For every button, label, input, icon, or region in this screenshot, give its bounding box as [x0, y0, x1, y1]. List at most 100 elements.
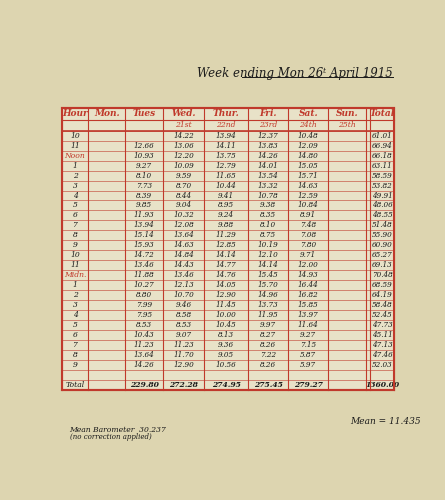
Text: 10.48: 10.48 [298, 132, 319, 140]
Text: 12.66: 12.66 [134, 142, 154, 150]
Text: 3: 3 [73, 301, 77, 309]
Text: 1: 1 [73, 281, 77, 289]
Text: 8.26: 8.26 [260, 341, 276, 349]
Text: 8.95: 8.95 [218, 202, 234, 209]
Text: 10.44: 10.44 [216, 182, 236, 190]
Text: 9.27: 9.27 [136, 162, 152, 170]
Text: 2: 2 [73, 291, 77, 299]
Text: 13.64: 13.64 [173, 232, 194, 239]
Text: 7.99: 7.99 [136, 301, 152, 309]
Text: 13.94: 13.94 [134, 222, 154, 230]
Bar [62, 108, 394, 390]
Text: 9.05: 9.05 [218, 350, 234, 358]
Text: 12.08: 12.08 [173, 222, 194, 230]
Text: 64.19: 64.19 [372, 291, 392, 299]
Text: Noon: Noon [65, 152, 85, 160]
Text: 275.45: 275.45 [254, 380, 283, 388]
Text: 13.06: 13.06 [173, 142, 194, 150]
Text: 15.05: 15.05 [298, 162, 319, 170]
Text: 8.39: 8.39 [136, 192, 152, 200]
Text: 60.90: 60.90 [372, 242, 392, 250]
Text: 8.26: 8.26 [260, 360, 276, 368]
Text: 10.43: 10.43 [134, 331, 154, 339]
Text: Thur.: Thur. [213, 110, 239, 118]
Text: (no correction applied): (no correction applied) [69, 434, 151, 442]
Text: 15.93: 15.93 [134, 242, 154, 250]
Text: 14.80: 14.80 [298, 152, 319, 160]
Text: 13.64: 13.64 [134, 350, 154, 358]
Text: 274.95: 274.95 [212, 380, 241, 388]
Text: 15.14: 15.14 [134, 232, 154, 239]
Text: Tues: Tues [132, 110, 156, 118]
Text: 14.43: 14.43 [173, 261, 194, 269]
Text: 70.48: 70.48 [372, 271, 392, 279]
Text: Mean Barometer  30.237: Mean Barometer 30.237 [69, 426, 166, 434]
Text: 24th: 24th [299, 122, 317, 130]
Text: 63.11: 63.11 [372, 162, 392, 170]
Text: 66.18: 66.18 [372, 152, 392, 160]
Text: 15.71: 15.71 [298, 172, 319, 179]
Text: 9.88: 9.88 [218, 222, 234, 230]
Text: 10.56: 10.56 [216, 360, 236, 368]
Text: 9: 9 [73, 242, 77, 250]
Text: 58.59: 58.59 [372, 172, 392, 179]
Text: 13.97: 13.97 [298, 311, 319, 319]
Text: 11.45: 11.45 [216, 301, 236, 309]
Text: 14.93: 14.93 [298, 271, 319, 279]
Text: Midn.: Midn. [64, 271, 86, 279]
Text: 7.08: 7.08 [300, 232, 316, 239]
Text: 8.10: 8.10 [260, 222, 276, 230]
Text: 11.65: 11.65 [216, 172, 236, 179]
Text: 12.37: 12.37 [258, 132, 279, 140]
Text: Sat.: Sat. [299, 110, 318, 118]
Text: 11.23: 11.23 [134, 341, 154, 349]
Text: 10: 10 [70, 132, 80, 140]
Text: 9.85: 9.85 [136, 202, 152, 209]
Text: 13.75: 13.75 [216, 152, 236, 160]
Text: 10.27: 10.27 [134, 281, 154, 289]
Text: 14.14: 14.14 [216, 251, 236, 259]
Text: 10.09: 10.09 [173, 162, 194, 170]
Text: 15.70: 15.70 [258, 281, 279, 289]
Text: 12.20: 12.20 [173, 152, 194, 160]
Text: 9: 9 [73, 360, 77, 368]
Text: 10.84: 10.84 [298, 202, 319, 209]
Text: 66.94: 66.94 [372, 142, 392, 150]
Text: 12.10: 12.10 [258, 251, 279, 259]
Text: 9.59: 9.59 [175, 172, 191, 179]
Text: 10: 10 [70, 251, 80, 259]
Text: 15.45: 15.45 [258, 271, 279, 279]
Text: 55.90: 55.90 [372, 232, 392, 239]
Text: 12.13: 12.13 [173, 281, 194, 289]
Text: 229.80: 229.80 [129, 380, 158, 388]
Text: Mon.: Mon. [94, 110, 120, 118]
Text: 1: 1 [73, 162, 77, 170]
Text: 11: 11 [70, 142, 80, 150]
Text: 9.46: 9.46 [175, 301, 191, 309]
Text: 13.32: 13.32 [258, 182, 279, 190]
Text: 48.55: 48.55 [372, 212, 392, 220]
Text: 9.38: 9.38 [260, 202, 276, 209]
Text: 51.48: 51.48 [372, 222, 392, 230]
Text: 8: 8 [73, 232, 77, 239]
Text: 8.91: 8.91 [300, 212, 316, 220]
Text: 12.90: 12.90 [216, 291, 236, 299]
Text: 52.45: 52.45 [372, 311, 392, 319]
Text: 12.85: 12.85 [216, 242, 236, 250]
Text: 11.23: 11.23 [173, 341, 194, 349]
Text: 9.04: 9.04 [175, 202, 191, 209]
Text: 14.26: 14.26 [258, 152, 279, 160]
Text: 6: 6 [73, 212, 77, 220]
Text: 11.70: 11.70 [173, 350, 194, 358]
Text: 45.11: 45.11 [372, 331, 392, 339]
Text: 47.46: 47.46 [372, 350, 392, 358]
Text: 10.00: 10.00 [216, 311, 236, 319]
Text: 8.27: 8.27 [260, 331, 276, 339]
Text: 58.48: 58.48 [372, 301, 392, 309]
Text: 47.13: 47.13 [372, 341, 392, 349]
Text: 53.82: 53.82 [372, 182, 392, 190]
Text: 7: 7 [73, 222, 77, 230]
Text: 14.63: 14.63 [298, 182, 319, 190]
Text: 8: 8 [73, 350, 77, 358]
Text: 3: 3 [73, 182, 77, 190]
